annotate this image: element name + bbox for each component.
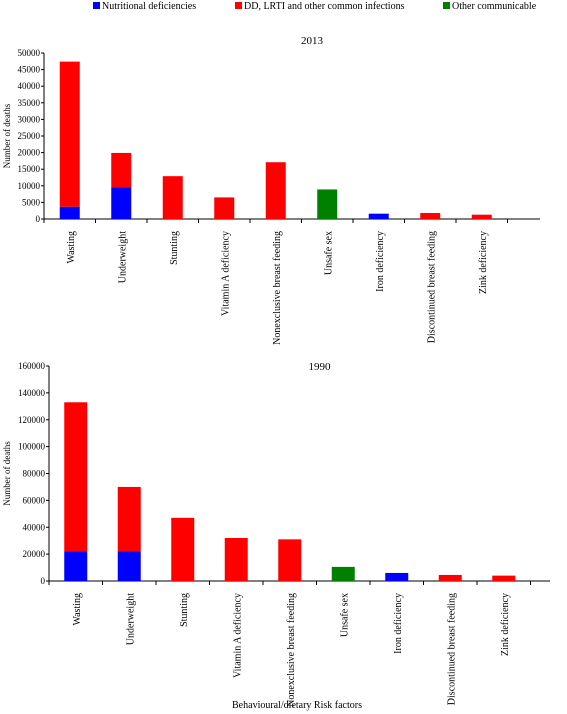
bar-0-1-1 bbox=[111, 152, 132, 188]
x-category-label: Wasting bbox=[66, 231, 77, 264]
y-tick-label: 0 bbox=[36, 214, 41, 224]
y-tick-label: 100000 bbox=[18, 442, 46, 452]
bar-0-8-1 bbox=[471, 214, 492, 219]
bar-0-0-0 bbox=[59, 206, 80, 219]
y-tick-label: 25000 bbox=[18, 131, 41, 141]
chart-title: 1990 bbox=[309, 361, 332, 373]
y-tick-label: 10000 bbox=[18, 181, 41, 191]
legend: Nutritional deficiencies DD, LRTI and oth… bbox=[93, 1, 537, 12]
y-tick-label: 50000 bbox=[18, 48, 41, 58]
x-category-label: Iron deficiency bbox=[393, 593, 404, 654]
x-category-label: Vitamin A deficiency bbox=[220, 231, 231, 316]
x-category-label: Underweight bbox=[117, 231, 128, 283]
bar-1-4-1 bbox=[278, 539, 302, 581]
y-tick-label: 15000 bbox=[18, 164, 41, 174]
y-tick-label: 40000 bbox=[18, 81, 41, 91]
bar-0-6-0 bbox=[368, 213, 389, 219]
y-tick-label: 0 bbox=[41, 576, 46, 586]
bar-0-0-1 bbox=[59, 61, 80, 207]
x-category-label: Zink deficiency bbox=[500, 593, 511, 656]
x-category-label: Unsafe sex bbox=[339, 593, 350, 637]
chart-2013: 2013 Number of deaths 0 5000 10000 15000 20000… bbox=[2, 35, 540, 345]
x-category-label: Iron deficiency bbox=[375, 231, 386, 292]
y-tick-label: 40000 bbox=[23, 522, 46, 532]
y-tick-label: 120000 bbox=[18, 415, 46, 425]
x-category-label: Vitamin A deficiency bbox=[232, 593, 243, 678]
legend-swatch-0 bbox=[93, 2, 100, 9]
bar-1-0-0 bbox=[64, 551, 88, 581]
y-tick-label: 140000 bbox=[18, 388, 46, 398]
bar-0-4-1 bbox=[265, 162, 286, 219]
x-axis-label: Behavioural/dietary Risk factors bbox=[232, 700, 362, 711]
y-tick-label: 160000 bbox=[18, 361, 46, 371]
bar-0-3-1 bbox=[214, 197, 235, 219]
bar-1-6-0 bbox=[385, 572, 409, 581]
bar-0-7-1 bbox=[420, 213, 441, 219]
bar-1-3-1 bbox=[224, 538, 248, 581]
x-category-label: Underweight bbox=[125, 593, 136, 645]
y-tick-label: 35000 bbox=[18, 98, 41, 108]
legend-swatch-1 bbox=[235, 2, 242, 9]
bar-1-7-1 bbox=[438, 574, 462, 581]
x-category-label: Nonexclusive breast feeding bbox=[272, 231, 283, 345]
x-category-label: Wasting bbox=[72, 593, 83, 626]
y-tick-label: 80000 bbox=[23, 469, 46, 479]
x-category-label: Discontinued breast feeding bbox=[446, 593, 457, 705]
bar-1-1-1 bbox=[117, 486, 141, 552]
bar-1-1-0 bbox=[117, 551, 141, 581]
y-tick-label: 60000 bbox=[23, 495, 46, 505]
y-tick-label: 20000 bbox=[23, 549, 46, 559]
bar-1-8-1 bbox=[492, 575, 516, 581]
y-tick-label: 5000 bbox=[22, 197, 41, 207]
bar-0-2-1 bbox=[162, 176, 183, 219]
chart-1990: 1990 Number of deaths 0 20000 40000 60000 8000… bbox=[2, 361, 550, 711]
bar-1-0-1 bbox=[64, 402, 88, 552]
bar-0-1-0 bbox=[111, 187, 132, 219]
y-axis-label: Number of deaths bbox=[2, 103, 12, 168]
legend-label-0: Nutritional deficiencies bbox=[102, 1, 196, 12]
x-category-label: Nonexclusive breast feeding bbox=[286, 593, 297, 707]
x-category-label: Zink deficiency bbox=[478, 231, 489, 294]
x-category-label: Discontinued breast feeding bbox=[426, 231, 437, 343]
legend-swatch-2 bbox=[443, 2, 450, 9]
x-category-label: Unsafe sex bbox=[323, 231, 334, 275]
bar-1-5-2 bbox=[331, 566, 355, 581]
bar-1-2-1 bbox=[171, 517, 195, 581]
chart-title: 2013 bbox=[301, 35, 324, 47]
y-axis-label: Number of deaths bbox=[2, 441, 12, 506]
x-category-label: Stunting bbox=[179, 593, 190, 627]
y-tick-label: 20000 bbox=[18, 148, 41, 158]
legend-label-2: Other communicable bbox=[452, 1, 537, 12]
legend-label-1: DD, LRTI and other common infections bbox=[244, 1, 405, 12]
bar-0-5-2 bbox=[317, 189, 338, 219]
y-tick-label: 45000 bbox=[18, 65, 41, 75]
x-category-label: Stunting bbox=[169, 231, 180, 265]
y-tick-label: 30000 bbox=[18, 114, 41, 124]
